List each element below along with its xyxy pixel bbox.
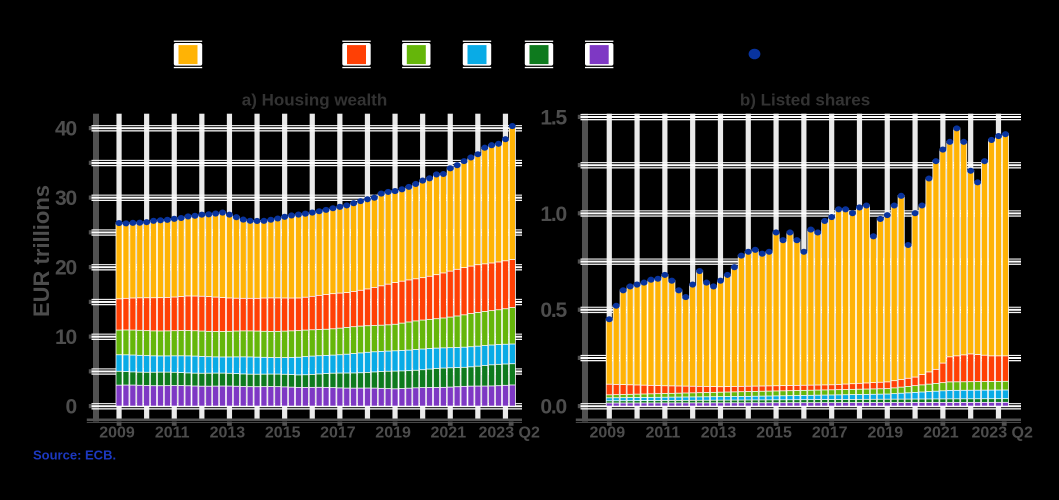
svg-text:40: 40: [55, 118, 76, 141]
svg-text:2021: 2021: [431, 424, 467, 441]
svg-text:20: 20: [55, 257, 76, 280]
svg-text:1.0: 1.0: [540, 203, 566, 226]
svg-text:EUR trillions: EUR trillions: [29, 185, 54, 317]
svg-text:2013: 2013: [701, 424, 737, 441]
svg-text:b) Listed shares: b) Listed shares: [740, 91, 870, 110]
svg-text:2017: 2017: [320, 424, 356, 441]
svg-text:30: 30: [55, 187, 76, 210]
svg-text:1.5: 1.5: [540, 106, 567, 129]
svg-text:0: 0: [66, 396, 77, 419]
svg-text:2011: 2011: [155, 424, 190, 441]
svg-text:2015: 2015: [265, 424, 301, 441]
svg-text:2017: 2017: [812, 424, 848, 441]
svg-text:2023 Q2: 2023 Q2: [972, 424, 1033, 441]
svg-text:2019: 2019: [375, 424, 411, 441]
svg-text:2021: 2021: [923, 424, 959, 441]
svg-text:a) Housing wealth: a) Housing wealth: [242, 91, 387, 110]
svg-text:0.0: 0.0: [540, 396, 566, 419]
svg-text:2013: 2013: [210, 424, 246, 441]
svg-text:Source: ECB.: Source: ECB.: [33, 448, 116, 463]
svg-text:2015: 2015: [756, 424, 792, 441]
svg-text:2009: 2009: [99, 424, 135, 441]
svg-text:2019: 2019: [868, 424, 904, 441]
svg-text:2011: 2011: [646, 424, 681, 441]
svg-text:0.5: 0.5: [540, 299, 567, 322]
svg-text:10: 10: [55, 326, 76, 349]
svg-text:2023 Q2: 2023 Q2: [479, 424, 540, 441]
svg-text:2009: 2009: [590, 424, 626, 441]
